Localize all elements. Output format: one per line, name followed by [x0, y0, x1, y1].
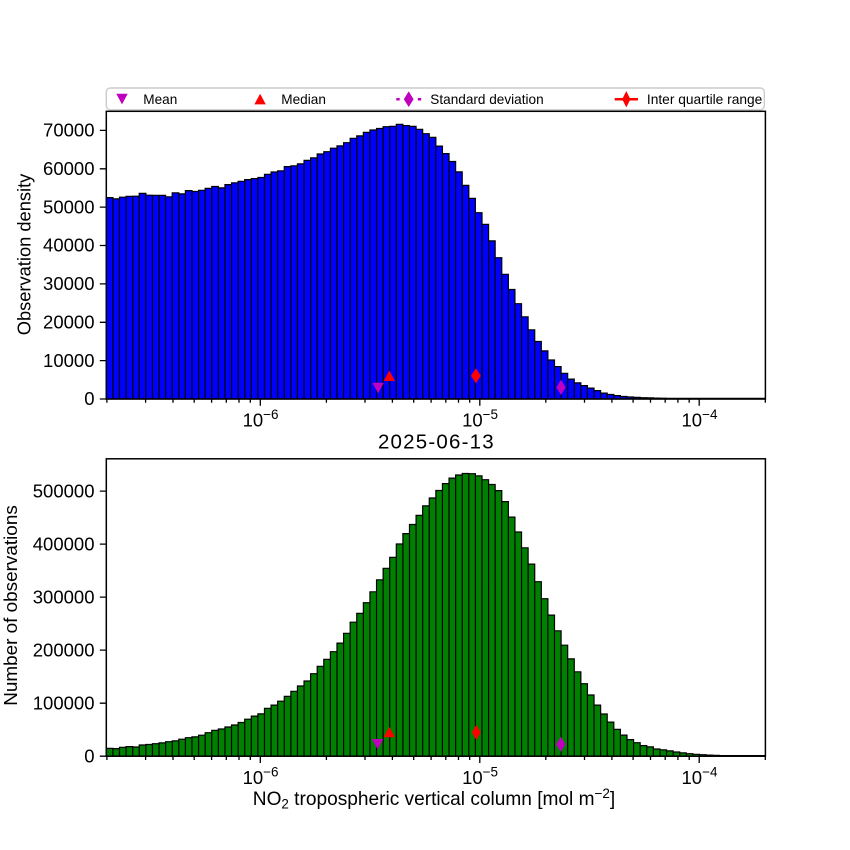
svg-text:2025-06-13: 2025-06-13: [378, 431, 495, 454]
svg-text:Standard deviation: Standard deviation: [430, 92, 543, 107]
svg-text:Observation density: Observation density: [14, 173, 35, 335]
svg-text:10000: 10000: [43, 350, 94, 371]
svg-text:0: 0: [84, 388, 94, 409]
svg-text:70000: 70000: [43, 120, 94, 141]
svg-text:Median: Median: [281, 92, 326, 107]
svg-text:400000: 400000: [33, 533, 95, 554]
svg-text:0: 0: [84, 745, 94, 766]
svg-text:200000: 200000: [33, 639, 95, 660]
svg-text:40000: 40000: [43, 235, 94, 256]
svg-text:30000: 30000: [43, 273, 94, 294]
svg-text:60000: 60000: [43, 158, 94, 179]
svg-text:50000: 50000: [43, 196, 94, 217]
svg-text:Inter quartile range: Inter quartile range: [647, 92, 763, 107]
svg-text:500000: 500000: [33, 480, 95, 501]
svg-text:300000: 300000: [33, 586, 95, 607]
svg-text:NO2 tropospheric vertical colu: NO2 tropospheric vertical column [mol m−…: [253, 786, 615, 812]
svg-text:Number of observations: Number of observations: [1, 505, 22, 706]
svg-text:20000: 20000: [43, 312, 94, 333]
svg-text:100000: 100000: [33, 692, 95, 713]
svg-text:Mean: Mean: [143, 92, 177, 107]
